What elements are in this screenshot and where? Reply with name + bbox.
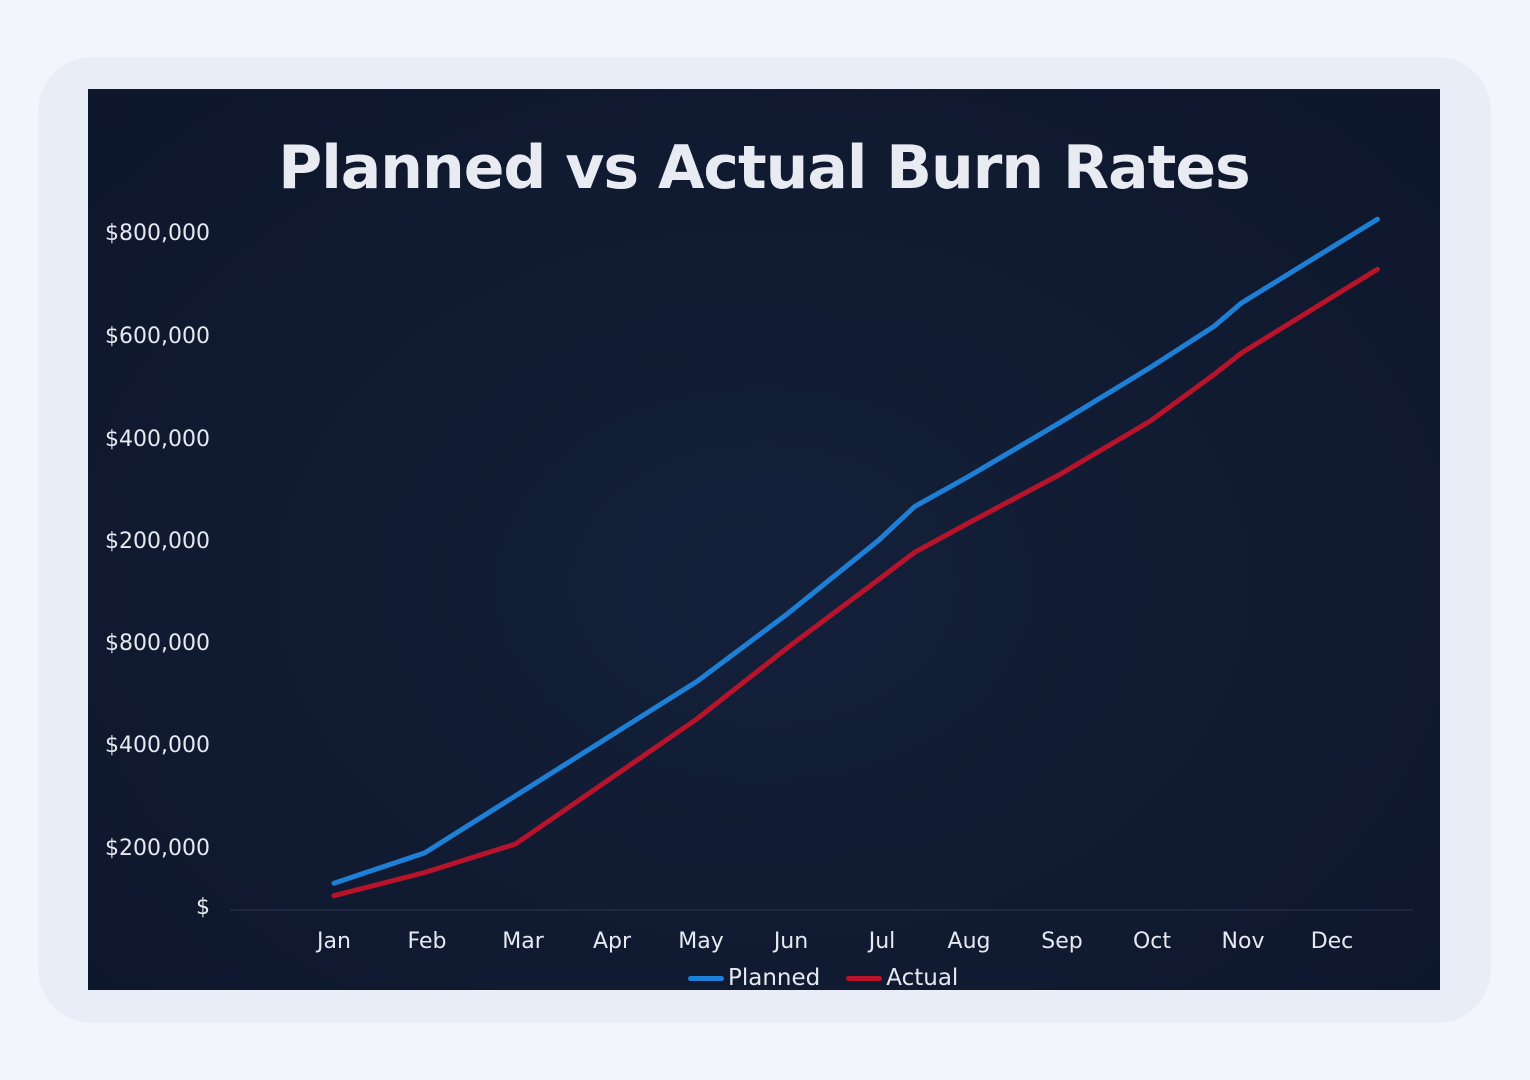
line-chart: $ $200,000 $400,000 $800,000 $200,000 $4… xyxy=(105,216,1413,954)
y-tick-label: $400,000 xyxy=(105,427,210,452)
x-tick-label: Apr xyxy=(593,929,632,954)
x-tick-label: Jun xyxy=(772,929,808,954)
x-tick-label: Feb xyxy=(408,929,447,954)
chart-legend: Planned Actual xyxy=(688,965,958,990)
x-tick-label: Nov xyxy=(1222,929,1265,954)
legend-item-planned: Planned xyxy=(688,965,820,990)
y-tick-label: $800,000 xyxy=(105,631,210,656)
chart-panel: Planned vs Actual Burn Rates $ $200,000 … xyxy=(88,89,1440,990)
series-line-actual xyxy=(331,266,1380,899)
y-tick-label: $ xyxy=(196,895,210,920)
y-tick-label: $600,000 xyxy=(105,324,210,349)
y-tick-label: $200,000 xyxy=(105,836,210,861)
x-tick-label: Jul xyxy=(867,929,896,954)
x-tick-label: Aug xyxy=(948,929,991,954)
x-tick-label: Jan xyxy=(315,929,351,954)
y-tick-label: $400,000 xyxy=(105,733,210,758)
x-tick-label: May xyxy=(678,929,723,954)
x-tick-label: Dec xyxy=(1311,929,1354,954)
legend-label-planned: Planned xyxy=(728,965,821,990)
y-tick-label: $800,000 xyxy=(105,221,210,246)
x-tick-label: Oct xyxy=(1133,929,1171,954)
y-tick-label: $200,000 xyxy=(105,529,210,554)
x-tick-label: Mar xyxy=(502,929,544,954)
series-line-planned xyxy=(331,216,1380,886)
legend-swatch-planned xyxy=(688,975,724,981)
legend-item-actual: Actual xyxy=(846,965,958,990)
chart-title: Planned vs Actual Burn Rates xyxy=(278,133,1250,203)
legend-label-actual: Actual xyxy=(886,965,959,990)
x-tick-label: Sep xyxy=(1041,929,1082,954)
legend-swatch-actual xyxy=(846,975,883,981)
